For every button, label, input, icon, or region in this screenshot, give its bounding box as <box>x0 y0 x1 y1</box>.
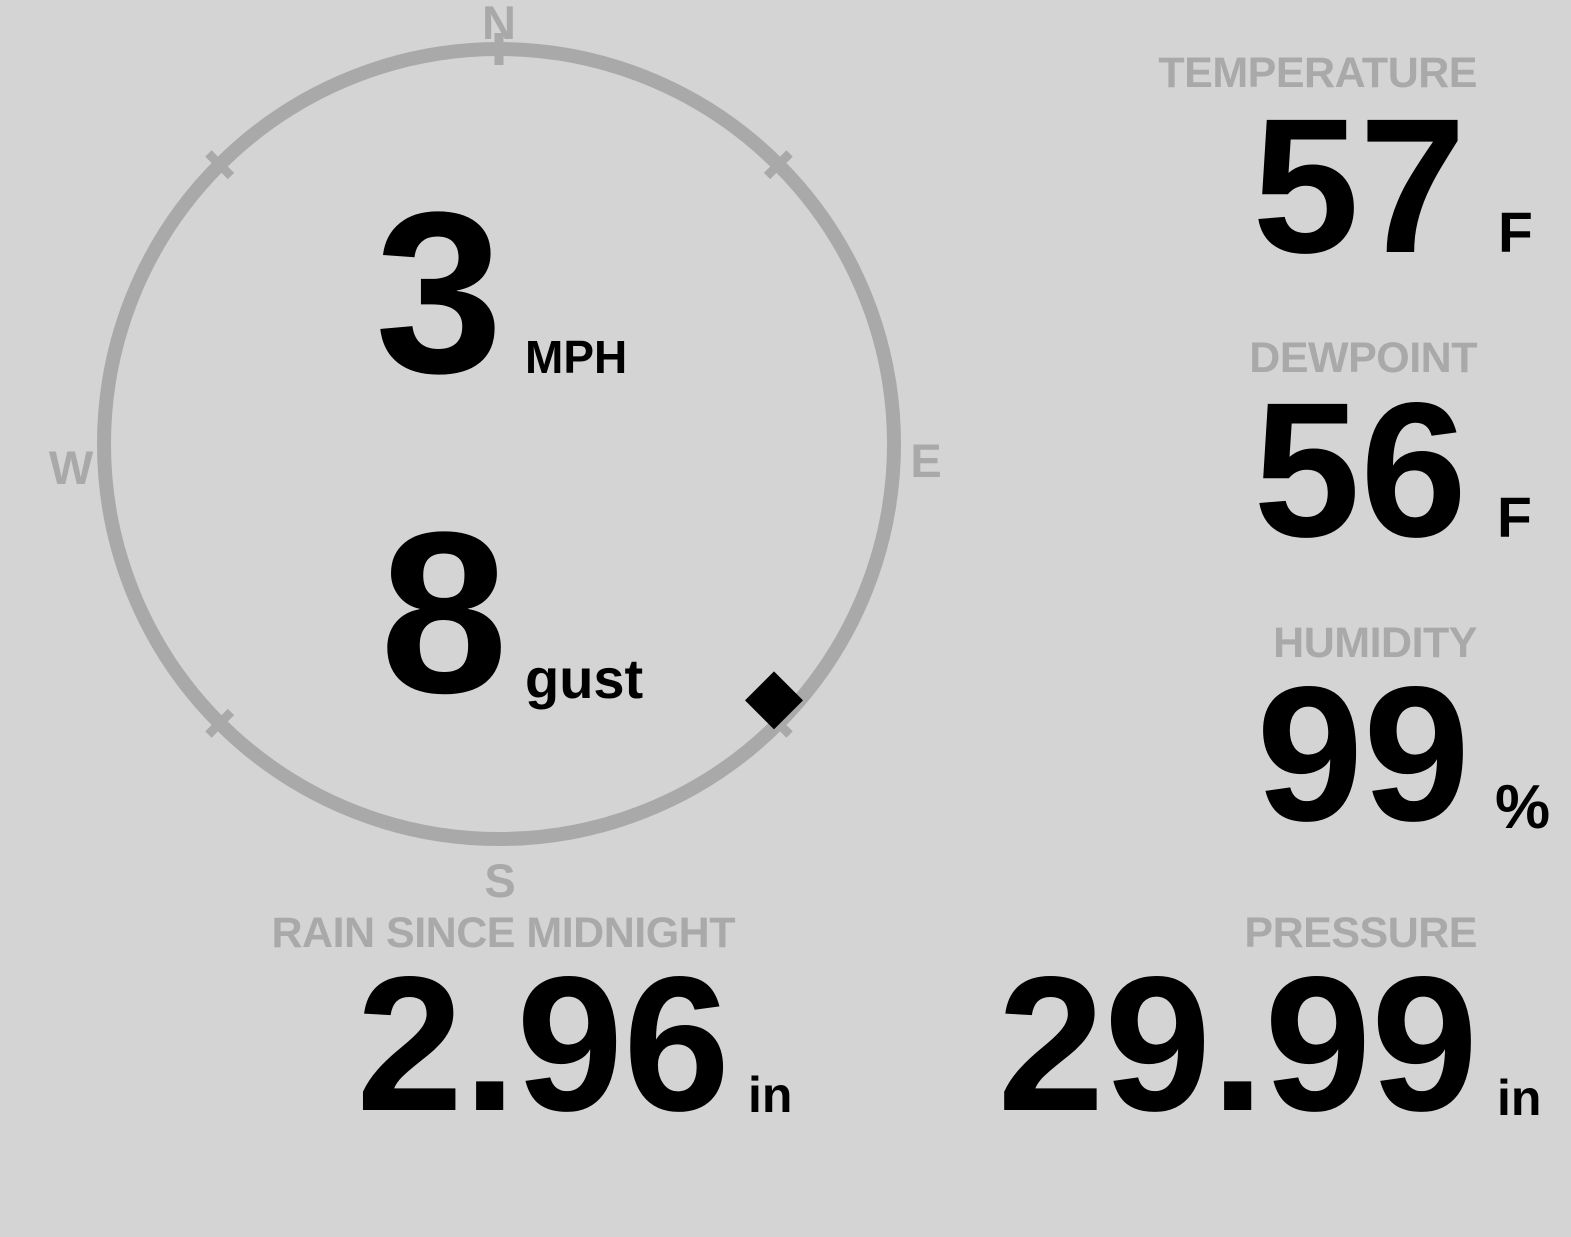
wind-gust-unit: gust <box>525 647 644 710</box>
compass-tick-northeast <box>763 150 793 180</box>
pressure-label: PRESSURE <box>1244 909 1477 957</box>
humidity-value: 99 <box>1256 646 1470 861</box>
compass-tick-northwest <box>205 150 235 180</box>
humidity-label: HUMIDITY <box>1273 619 1477 667</box>
humidity-unit: % <box>1495 773 1551 842</box>
wind-speed-unit: MPH <box>525 331 628 383</box>
temperature-label: TEMPERATURE <box>1158 49 1477 97</box>
wind-compass-gauge <box>97 33 901 846</box>
wind-gust-value: 8 <box>380 484 508 741</box>
pressure-value: 29.99 <box>997 936 1478 1151</box>
compass-label-west: W <box>48 441 94 494</box>
temperature-value: 57 <box>1252 78 1466 293</box>
pressure-unit: in <box>1497 1070 1542 1126</box>
compass-label-north: N <box>482 0 516 49</box>
rain-since-midnight-label: RAIN SINCE MIDNIGHT <box>271 909 736 957</box>
compass-label-south: S <box>484 854 516 907</box>
wind-speed-value: 3 <box>375 164 503 421</box>
dewpoint-value: 56 <box>1253 362 1467 577</box>
compass-label-east: E <box>910 434 942 487</box>
wind-direction-marker <box>745 671 803 730</box>
temperature-unit: F <box>1498 201 1533 265</box>
rain-since-midnight-unit: in <box>748 1067 793 1123</box>
rain-since-midnight-value: 2.96 <box>356 936 730 1151</box>
dewpoint-unit: F <box>1497 486 1532 550</box>
compass-tick-southwest <box>205 708 235 738</box>
dewpoint-label: DEWPOINT <box>1249 334 1477 382</box>
